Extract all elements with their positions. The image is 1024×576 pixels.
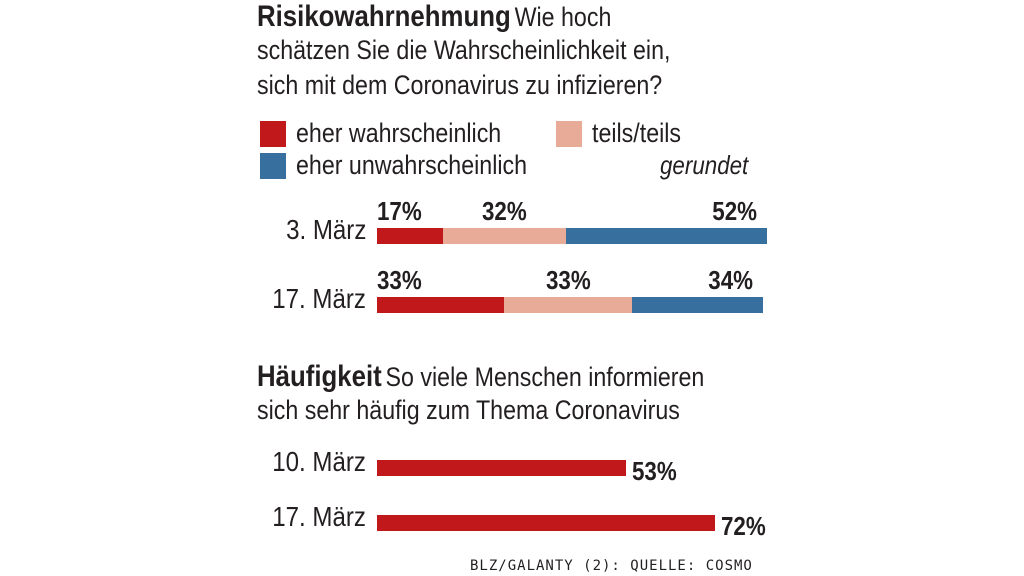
stacked-bar-segment xyxy=(566,228,767,244)
legend-swatch-wahrscheinlich xyxy=(260,120,286,147)
stacked-row-label: 3. März xyxy=(285,214,366,245)
risk-subtitle-3: sich mit dem Coronavirus zu infizieren? xyxy=(257,70,663,100)
frequency-title: Häufigkeit xyxy=(257,360,382,393)
frequency-subtitle-2-line: sich sehr häufig zum Thema Coronavirus xyxy=(257,395,749,426)
stacked-row-label: 17. März xyxy=(272,283,366,314)
stacked-bar-segment xyxy=(377,228,443,244)
rounded-note: gerundet xyxy=(660,150,749,180)
stacked-value-label: 33% xyxy=(546,265,591,295)
risk-subtitle-2-line: schätzen Sie die Wahrscheinlichkeit ein, xyxy=(257,35,738,66)
stacked-bar-segment xyxy=(442,228,567,244)
frequency-subtitle-2: sich sehr häufig zum Thema Coronavirus xyxy=(257,395,680,425)
legend-item-teils: teils/teils xyxy=(556,118,696,149)
legend-label-teils: teils/teils xyxy=(592,118,682,148)
frequency-row-label: 10. März xyxy=(272,446,366,477)
legend-item-wahrscheinlich: eher wahrscheinlich xyxy=(260,118,535,149)
frequency-subtitle-1: So viele Menschen informieren xyxy=(385,362,705,392)
legend-item-unwahrscheinlich: eher unwahrscheinlich xyxy=(260,150,565,181)
stacked-value-label: 33% xyxy=(377,265,422,295)
stacked-bar-segment xyxy=(631,297,763,313)
frequency-value-label: 53% xyxy=(632,456,677,486)
risk-title: Risikowahrnehmung xyxy=(257,0,511,33)
stacked-value-label: 32% xyxy=(482,196,528,226)
source-credit: BLZ/GALANTY (2): QUELLE: COSMO xyxy=(470,558,753,574)
frequency-row-label: 17. März xyxy=(272,501,366,532)
stacked-bar-segment xyxy=(504,297,632,313)
frequency-bar xyxy=(377,460,627,476)
stacked-bar-segment xyxy=(377,297,505,313)
legend-label-wahrscheinlich: eher wahrscheinlich xyxy=(296,118,502,148)
risk-title-line: Risikowahrnehmung Wie hoch xyxy=(257,0,669,34)
legend-swatch-unwahrscheinlich xyxy=(260,152,286,179)
stacked-value-label: 17% xyxy=(377,196,422,226)
stacked-value-label: 52% xyxy=(712,196,757,226)
risk-subtitle-3-line: sich mit dem Coronavirus zu infizieren? xyxy=(257,70,728,101)
frequency-title-line: Häufigkeit So viele Menschen informieren xyxy=(257,360,777,394)
frequency-value-label: 72% xyxy=(721,511,767,541)
legend-label-unwahrscheinlich: eher unwahrscheinlich xyxy=(296,150,528,180)
stacked-value-label: 34% xyxy=(708,265,753,295)
legend-swatch-teils xyxy=(556,120,582,147)
risk-subtitle-2: schätzen Sie die Wahrscheinlichkeit ein, xyxy=(257,35,671,65)
risk-subtitle-1: Wie hoch xyxy=(514,2,612,32)
frequency-bar xyxy=(377,515,716,531)
